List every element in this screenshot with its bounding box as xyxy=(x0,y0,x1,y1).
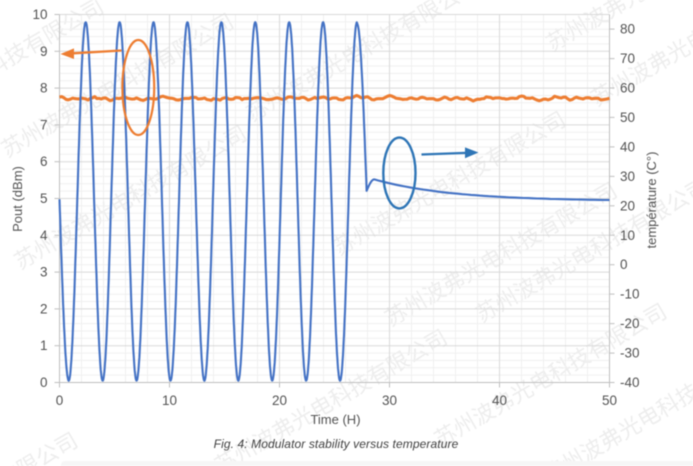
svg-text:4: 4 xyxy=(40,228,48,243)
svg-text:60: 60 xyxy=(620,81,635,96)
svg-text:20: 20 xyxy=(272,393,287,408)
svg-text:10: 10 xyxy=(620,228,635,243)
svg-text:30: 30 xyxy=(382,393,397,408)
svg-text:80: 80 xyxy=(620,22,635,37)
svg-text:5: 5 xyxy=(40,191,48,206)
svg-text:50: 50 xyxy=(620,110,635,125)
svg-text:0: 0 xyxy=(40,375,48,390)
svg-text:20: 20 xyxy=(620,198,635,213)
svg-text:10: 10 xyxy=(162,393,177,408)
svg-text:Fig. 4: Modulator stability ve: Fig. 4: Modulator stability versus tempe… xyxy=(214,437,459,451)
svg-text:1: 1 xyxy=(40,338,48,353)
svg-text:0: 0 xyxy=(56,393,64,408)
svg-text:8: 8 xyxy=(40,81,48,96)
svg-text:9: 9 xyxy=(40,44,48,59)
svg-text:-20: -20 xyxy=(620,316,640,331)
svg-text:7: 7 xyxy=(40,117,48,132)
svg-text:0: 0 xyxy=(620,257,628,272)
svg-text:-30: -30 xyxy=(620,346,640,361)
svg-text:température (C°): température (C°) xyxy=(644,152,659,249)
svg-text:50: 50 xyxy=(602,393,617,408)
svg-text:2: 2 xyxy=(40,301,48,316)
svg-text:30: 30 xyxy=(620,169,635,184)
svg-text:70: 70 xyxy=(620,51,635,66)
svg-text:10: 10 xyxy=(32,7,47,22)
svg-text:Time (H): Time (H) xyxy=(310,412,360,427)
svg-text:6: 6 xyxy=(40,154,48,169)
svg-text:-40: -40 xyxy=(620,375,640,390)
svg-text:Pout (dBm): Pout (dBm) xyxy=(10,166,25,232)
svg-text:40: 40 xyxy=(620,139,635,154)
svg-text:3: 3 xyxy=(40,265,48,280)
svg-text:-10: -10 xyxy=(620,287,640,302)
svg-text:40: 40 xyxy=(492,393,507,408)
